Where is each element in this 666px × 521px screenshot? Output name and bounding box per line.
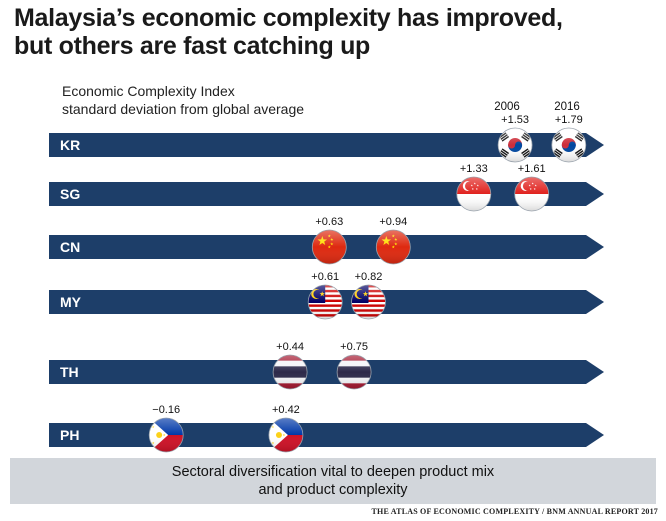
chart-subtitle: Economic Complexity Index standard devia… [62,82,304,118]
subtitle-line-2: standard deviation from global average [62,101,305,117]
footer-banner: Sectoral diversification vital to deepen… [10,458,656,504]
chart-title: Malaysia’s economic complexity has impro… [14,4,654,60]
value-label-cn-2006: +0.63 [315,216,343,228]
thailand-flag-2006-icon [272,354,308,390]
philippines-flag-2006-icon [148,417,184,453]
year-label-2006: 2006 [494,101,520,113]
source-note: THE ATLAS OF ECONOMIC COMPLEXITY / BNM A… [371,507,658,516]
philippines-flag-2016-icon [268,417,304,453]
footer-text: Sectoral diversification vital to deepen… [171,464,495,498]
country-label-th: TH [60,364,79,380]
value-label-sg-2006: +1.33 [460,163,488,175]
value-label-cn-2016: +0.94 [379,216,407,228]
value-label-kr-2006: +1.53 [501,114,529,126]
value-label-sg-2016: +1.61 [518,163,546,175]
value-label-kr-2016: +1.79 [555,114,583,126]
china-flag-2016-icon [375,229,411,265]
title-line-2: but others are fast catching up [14,32,371,60]
value-label-ph-2006: −0.16 [152,404,180,416]
bar-row-th [49,360,604,384]
value-label-ph-2016: +0.42 [272,404,300,416]
china-flag-2006-icon [311,229,347,265]
value-label-th-2006: +0.44 [276,341,304,353]
bar-row-ph [49,423,604,447]
singapore-flag-2006-icon [456,176,492,212]
title-line-1: Malaysia’s economic complexity has impro… [14,4,563,32]
singapore-flag-2016-icon [514,176,550,212]
malaysia-flag-2016-icon [351,284,386,320]
year-label-2016: 2016 [554,101,580,113]
value-label-my-2006: +0.61 [311,271,339,283]
thailand-flag-2016-icon [336,354,372,390]
value-label-my-2016: +0.82 [355,271,383,283]
country-label-ph: PH [60,427,79,443]
country-label-sg: SG [60,186,80,202]
value-label-th-2016: +0.75 [340,341,368,353]
malaysia-flag-2006-icon [307,284,343,320]
korea-flag-2006-icon [497,127,533,163]
country-label-kr: KR [60,137,80,153]
bar-row-kr [49,133,604,157]
subtitle-line-1: Economic Complexity Index [62,83,235,99]
country-label-cn: CN [60,239,80,255]
korea-flag-2016-icon [551,127,587,163]
country-label-my: MY [60,294,82,310]
